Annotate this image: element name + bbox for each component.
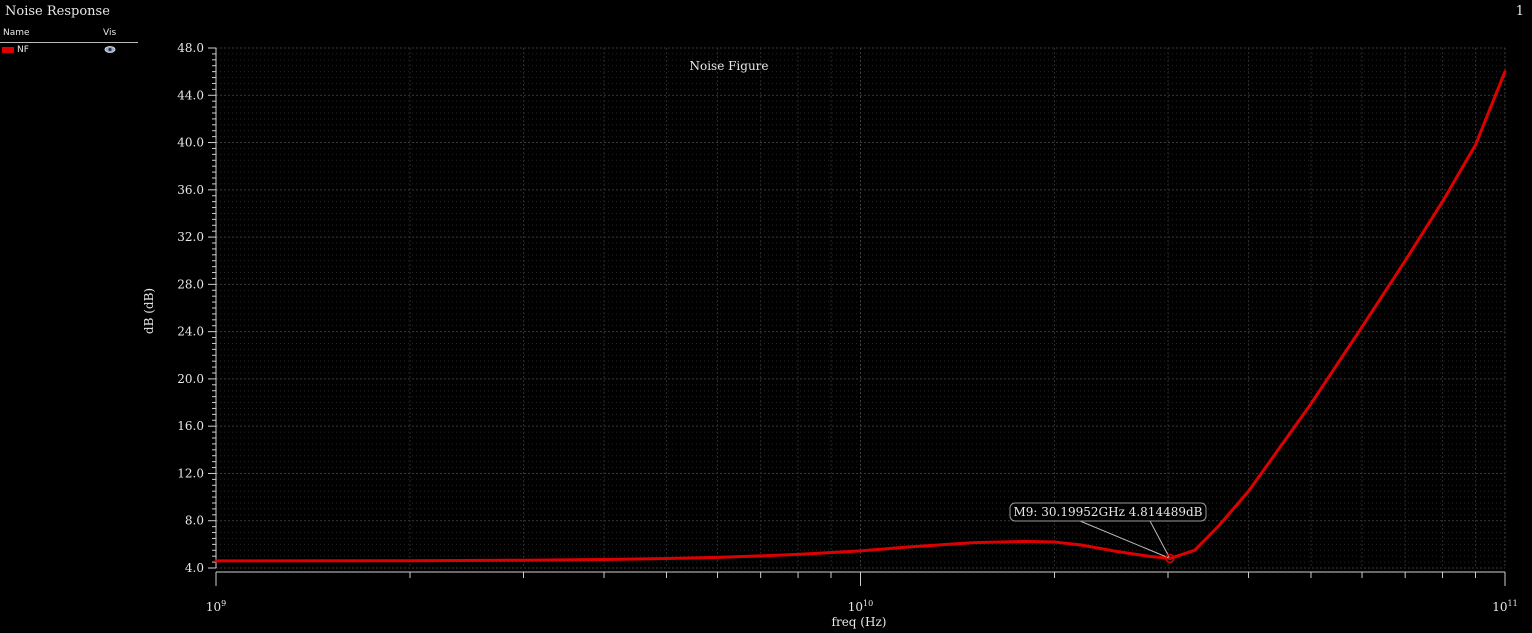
x-axis-ticks: 109 1010 1011 [206, 599, 1518, 614]
marker-point [1165, 553, 1175, 564]
legend-item-nf[interactable]: NF [0, 43, 138, 59]
marker-leader [1079, 520, 1171, 559]
marker-point-center [1168, 556, 1172, 560]
marker-label: M9: 30.19952GHz 4.814489dB [1014, 505, 1203, 519]
legend-col-name: Name [3, 28, 30, 38]
y-tick-label: 16.0 [177, 419, 204, 433]
x-axis-label: freq (Hz) [832, 615, 887, 629]
legend-swatch [2, 47, 14, 53]
chart-grid [215, 47, 1506, 569]
x-tick-label: 1010 [848, 599, 873, 614]
chart-axes [208, 47, 1506, 586]
y-tick-label: 48.0 [177, 41, 204, 55]
y-tick-label: 20.0 [177, 372, 204, 386]
y-tick-label: 36.0 [177, 183, 204, 197]
series-group [214, 70, 1507, 563]
marker-leader [1149, 520, 1171, 559]
marker-label-box [1009, 502, 1207, 522]
eye-icon[interactable] [104, 45, 116, 54]
series-line-nf [214, 70, 1507, 563]
legend-col-vis: Vis [103, 28, 117, 38]
marker-group[interactable]: M9: 30.19952GHz 4.814489dB [1009, 502, 1207, 564]
y-tick-label: 28.0 [177, 277, 204, 291]
y-tick-label: 4.0 [185, 561, 204, 575]
y-tick-label: 44.0 [177, 88, 204, 102]
chart-title: Noise Figure [689, 59, 768, 73]
y-tick-label: 40.0 [177, 136, 204, 150]
legend-item-label: NF [17, 45, 29, 55]
y-tick-label: 24.0 [177, 325, 204, 339]
window-title: Noise Response [5, 4, 110, 19]
x-tick-label: 1011 [1492, 599, 1517, 614]
x-tick-label: 109 [206, 599, 226, 614]
legend-header: Name Vis [0, 26, 138, 43]
y-tick-label: 8.0 [185, 514, 204, 528]
y-axis-label: dB (dB) [142, 288, 156, 334]
window-index: 1 [1515, 4, 1524, 19]
y-axis-ticks: 4.0 8.0 12.0 16.0 20.0 24.0 28.0 32.0 36.0 40.0 44… [177, 41, 204, 575]
y-tick-label: 32.0 [177, 230, 204, 244]
y-tick-label: 12.0 [177, 466, 204, 480]
legend-panel: Name Vis NF [0, 26, 138, 59]
